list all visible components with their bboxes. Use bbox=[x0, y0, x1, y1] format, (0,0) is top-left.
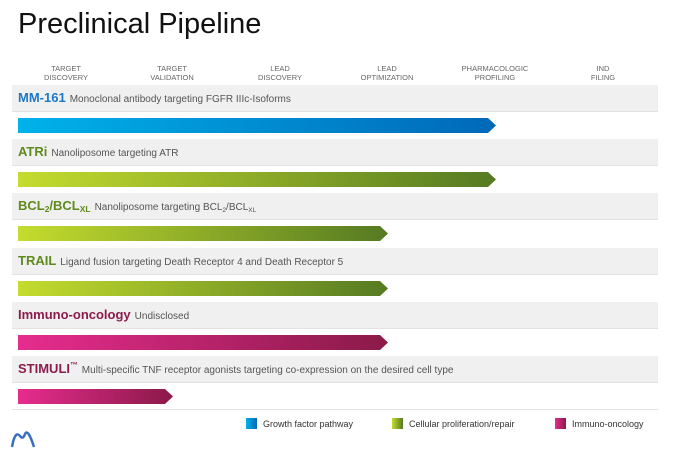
program-description: Monoclonal antibody targeting FGFR IIIc-… bbox=[69, 94, 291, 105]
program-row: STIMULI™ Multi-specific TNF receptor agon… bbox=[12, 356, 658, 383]
program-name: BCL2/BCLXL Nanoliposome targeting BCL2/BC… bbox=[18, 198, 256, 214]
program-name: Immuno-oncology Undisclosed bbox=[18, 307, 189, 322]
progress-bar bbox=[18, 118, 496, 133]
progress-bar bbox=[18, 172, 496, 188]
stage-label: LEAD DISCOVERY bbox=[257, 64, 303, 82]
program-row: MM-161 Monoclonal antibody targeting FGFR… bbox=[12, 85, 658, 112]
legend-label: Growth factor pathway bbox=[263, 418, 354, 429]
program-name: STIMULI™ Multi-specific TNF receptor agon… bbox=[18, 361, 453, 376]
stage-label: TARGET DISCOVERY bbox=[43, 64, 89, 82]
stage-label: IND FILING bbox=[590, 64, 616, 82]
legend-label: Immuno-oncology bbox=[572, 418, 644, 429]
progress-bar bbox=[18, 280, 388, 296]
stage-label: PHARMACOLOGIC PROFILING bbox=[461, 64, 529, 82]
program-title: TRAIL bbox=[18, 252, 57, 268]
program-description: Nanoliposome targeting ATR bbox=[51, 148, 179, 160]
progress-bar bbox=[18, 226, 388, 242]
program-name: MM-161 Monoclonal antibody targeting FGFR… bbox=[18, 90, 291, 105]
legend-swatch bbox=[246, 418, 257, 429]
program-description: Undisclosed bbox=[134, 310, 190, 322]
stage-label: LEAD OPTIMIZATION bbox=[360, 64, 414, 82]
stage-label: TARGET VALIDATION bbox=[150, 64, 194, 82]
legend-swatch bbox=[392, 418, 403, 429]
page-title: Preclinical Pipeline bbox=[18, 8, 262, 40]
program-row: ATRi Nanoliposome targeting ATR bbox=[12, 139, 658, 167]
program-title: STIMULI™ bbox=[18, 361, 78, 377]
program-title: MM-161 bbox=[18, 90, 66, 105]
legend-label: Cellular proliferation/repair bbox=[409, 418, 515, 429]
legend-item: Immuno-oncology bbox=[555, 418, 644, 429]
legend-swatch bbox=[555, 418, 566, 429]
legend-item: Growth factor pathway bbox=[246, 418, 353, 429]
program-row: TRAIL Ligand fusion targeting Death Recep… bbox=[12, 247, 658, 275]
program-title: BCL2/BCLXL bbox=[18, 198, 91, 215]
company-logo-icon bbox=[10, 431, 36, 448]
legend-item: Cellular proliferation/repair bbox=[392, 418, 515, 429]
divider bbox=[12, 409, 658, 410]
progress-bar bbox=[18, 389, 173, 404]
program-title: Immuno-oncology bbox=[18, 306, 131, 322]
program-description: Nanoliposome targeting BCL2/BCLXL bbox=[94, 202, 257, 215]
progress-bar bbox=[18, 334, 388, 350]
program-row: BCL2/BCLXL Nanoliposome targeting BCL2/BC… bbox=[12, 193, 658, 221]
program-row: Immuno-oncology Undisclosed bbox=[12, 301, 658, 329]
program-title: ATRi bbox=[18, 144, 48, 160]
program-name: TRAIL Ligand fusion targeting Death Recep… bbox=[18, 253, 343, 268]
program-description: Ligand fusion targeting Death Receptor 4… bbox=[60, 256, 344, 268]
program-name: ATRi Nanoliposome targeting ATR bbox=[18, 144, 178, 159]
program-description: Multi-specific TNF receptor agonists tar… bbox=[81, 365, 454, 377]
